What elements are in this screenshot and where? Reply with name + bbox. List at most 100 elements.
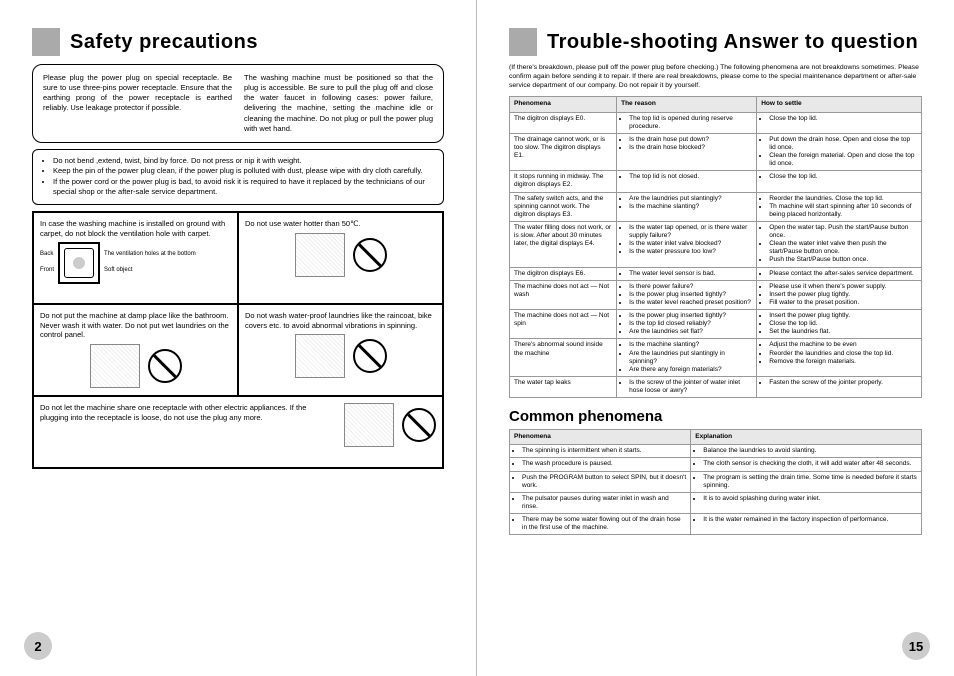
table-row: The digitron displays E6.The water level… [510, 267, 922, 280]
cell-explanation: It is to avoid splashing during water in… [691, 492, 922, 513]
hotwater-sketch [295, 233, 345, 277]
cell-phenomena: The wash procedure is paused. [510, 458, 691, 471]
cell-reason: The top lid is not closed. [617, 171, 757, 192]
bullet-item: Keep the pin of the power plug clean, if… [53, 166, 435, 177]
plug-sketch [344, 403, 394, 447]
common-table: PhenomenaExplanation The spinning is int… [509, 429, 922, 535]
cell-phenomena: The machine does not act — Not spin [510, 310, 617, 339]
common-phenomena-heading: Common phenomena [509, 408, 922, 425]
cell-phenomena: The spinning is intermittent when it sta… [510, 445, 691, 458]
cell-settle: Adjust the machine to be evenReorder the… [757, 339, 922, 377]
table-row: The safety switch acts, and the spinning… [510, 192, 922, 221]
cell-phenomena: The pulsator pauses during water inlet i… [510, 492, 691, 513]
table-row: The water filling does not work, or is s… [510, 221, 922, 267]
cell-reason: Is the screw of the jointer of water inl… [617, 376, 757, 397]
vent-label: The ventilation holes at the bottom [104, 251, 231, 259]
cell-phenomena: It stops running in midway. The digitron… [510, 171, 617, 192]
th-phenomena: Phenomena [510, 97, 617, 112]
page-number-right: 15 [902, 632, 930, 660]
left-header: Safety precautions [32, 28, 444, 56]
cell-settle: Open the water tap. Push the start/Pause… [757, 221, 922, 267]
th-explanation: Explanation [691, 430, 922, 445]
left-page: Safety precautions Please plug the power… [0, 0, 477, 676]
table-row: Push the PROGRAM button to select SPIN, … [510, 471, 922, 492]
topbox-col1: Please plug the power plug on special re… [43, 73, 232, 134]
troubleshoot-table: PhenomenaThe reasonHow to settle The dig… [509, 96, 922, 398]
left-title: Safety precautions [70, 31, 258, 54]
safety-top-box: Please plug the power plug on special re… [32, 64, 444, 143]
cell-reason: Is the machine slanting?Are the laundrie… [617, 339, 757, 377]
cell-explanation: Balance the laundries to avoid slanting. [691, 445, 922, 458]
cell-phenomena: There may be some water flowing out of t… [510, 514, 691, 535]
right-header: Trouble-shooting Answer to question [509, 28, 922, 56]
cell-phenomena: The digitron displays E6. [510, 267, 617, 280]
cell-settle: Close the top lid. [757, 171, 922, 192]
bullet-item: Do not bend ,extend, twist, bind by forc… [53, 156, 435, 167]
cell-phenomena: There's abnormal sound inside the machin… [510, 339, 617, 377]
right-page: Trouble-shooting Answer to question (If … [477, 0, 954, 676]
header-accent-block [509, 28, 537, 56]
cell-text: Do not let the machine share one recepta… [40, 403, 334, 423]
cell-explanation: The program is setting the drain time. S… [691, 471, 922, 492]
cell-reason: Is the drain hose put down?Is the drain … [617, 133, 757, 171]
cell-phenomena: The safety switch acts, and the spinning… [510, 192, 617, 221]
table-row: The drainage cannot work, or is too slow… [510, 133, 922, 171]
table-row: The machine does not act — Not washIs th… [510, 280, 922, 309]
machine-bottom-icon [58, 242, 100, 284]
cell-settle: Fasten the screw of the jointer properly… [757, 376, 922, 397]
cell-reason: Is the water tap opened, or is there wat… [617, 221, 757, 267]
cell-reason: Is the power plug inserted tightly?Is th… [617, 310, 757, 339]
cell-text: In case the washing machine is installed… [40, 219, 231, 239]
prohibit-icon [402, 408, 436, 442]
safety-bullets: Do not bend ,extend, twist, bind by forc… [32, 149, 444, 205]
cell-waterproof: Do not wash water-proof laundries like t… [238, 304, 443, 396]
cell-settle: Put down the drain hose. Open and close … [757, 133, 922, 171]
troubleshoot-intro: (If there's breakdown, please pull off t… [509, 64, 922, 90]
soft-label: Soft object [104, 267, 231, 275]
table-row: The water tap leaksIs the screw of the j… [510, 376, 922, 397]
cell-text: Do not use water hotter than 50℃. [245, 219, 436, 229]
cell-explanation: It is the water remained in the factory … [691, 514, 922, 535]
cell-reason: Are the laundries put slantingly?Is the … [617, 192, 757, 221]
label-front: Front [40, 267, 54, 275]
th-reason: The reason [617, 97, 757, 112]
table-row: The digitron displays E0.The top lid is … [510, 112, 922, 133]
header-accent-block [32, 28, 60, 56]
cell-phenomena: The machine does not act — Not wash [510, 280, 617, 309]
cell-reason: Is there power failure?Is the power plug… [617, 280, 757, 309]
bullet-item: If the power cord or the power plug is b… [53, 177, 435, 198]
page-number-left: 2 [24, 632, 52, 660]
cell-phenomena: The water tap leaks [510, 376, 617, 397]
topbox-col2: The washing machine must be positioned s… [244, 73, 433, 134]
cell-settle: Close the top lid. [757, 112, 922, 133]
cell-settle: Please use it when there's power supply.… [757, 280, 922, 309]
right-title: Trouble-shooting Answer to question [547, 31, 918, 54]
cell-text: Do not wash water-proof laundries like t… [245, 311, 436, 331]
table-row: The spinning is intermittent when it sta… [510, 445, 922, 458]
cell-reason: The top lid is opened during reserve pro… [617, 112, 757, 133]
cell-phenomena: The water filling does not work, or is s… [510, 221, 617, 267]
cell-phenomena: Push the PROGRAM button to select SPIN, … [510, 471, 691, 492]
cell-reason: The water level sensor is bad. [617, 267, 757, 280]
cell-settle: Insert the power plug tightly.Close the … [757, 310, 922, 339]
prohibit-icon [353, 238, 387, 272]
prohibit-icon [148, 349, 182, 383]
th-settle: How to settle [757, 97, 922, 112]
cell-phenomena: The drainage cannot work, or is too slow… [510, 133, 617, 171]
damp-sketch [90, 344, 140, 388]
table-row: There's abnormal sound inside the machin… [510, 339, 922, 377]
ventilation-diagram: BackFront The ventilation holes at the b… [40, 242, 231, 284]
cell-damp: Do not put the machine at damp place lik… [33, 304, 238, 396]
safety-grid: In case the washing machine is installed… [32, 211, 444, 469]
cell-explanation: The cloth sensor is checking the cloth, … [691, 458, 922, 471]
cell-settle: Reorder the laundries. Close the top lid… [757, 192, 922, 221]
th-phenomena2: Phenomena [510, 430, 691, 445]
prohibit-icon [353, 339, 387, 373]
raincoat-sketch [295, 334, 345, 378]
table-row: The pulsator pauses during water inlet i… [510, 492, 922, 513]
cell-settle: Please contact the after-sales service d… [757, 267, 922, 280]
table-row: It stops running in midway. The digitron… [510, 171, 922, 192]
table-row: There may be some water flowing out of t… [510, 514, 922, 535]
table-row: The wash procedure is paused.The cloth s… [510, 458, 922, 471]
cell-hotwater: Do not use water hotter than 50℃. [238, 212, 443, 304]
